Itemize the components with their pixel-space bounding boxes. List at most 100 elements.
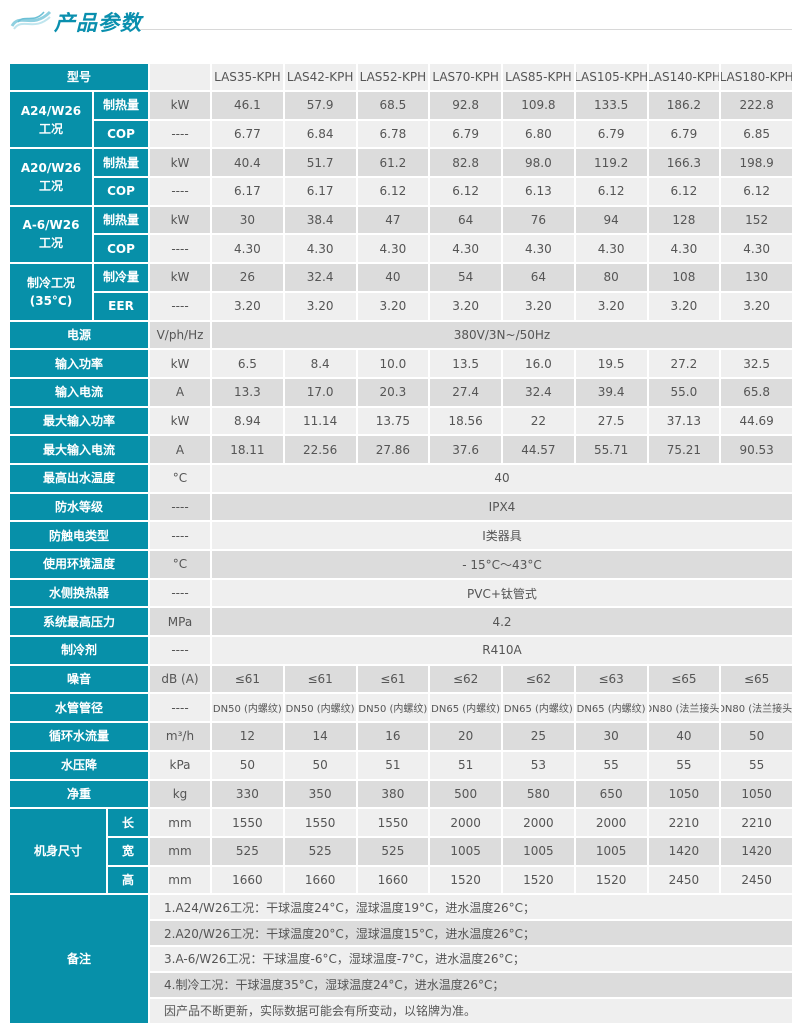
- value-cell: 6.17: [284, 178, 356, 205]
- sub-label: COP: [94, 235, 148, 263]
- value-cell: PVC+钛管式: [212, 579, 792, 607]
- value-cell: 6.12: [357, 178, 429, 205]
- unit: kW: [150, 407, 210, 435]
- value-cell: 6.12: [575, 178, 647, 205]
- value-cell: DN65 (内螺纹): [575, 694, 647, 722]
- value-cell: DN50 (内螺纹): [212, 694, 283, 722]
- value-cell: 380V/3N~/50Hz: [212, 321, 792, 349]
- dimensions-label: 机身尺寸: [10, 809, 106, 894]
- value-cell: 186.2: [648, 92, 720, 119]
- value-cell: DN65 (内螺纹): [430, 694, 501, 722]
- value-cell: 1050: [648, 780, 720, 808]
- value-cell: 6.17: [212, 178, 283, 205]
- condition-label: A24/W26 工况: [10, 92, 92, 148]
- value-cell: 3.20: [721, 292, 792, 320]
- row-label: 最大输入电流: [10, 436, 148, 463]
- value-cell: DN50 (内螺纹): [357, 694, 429, 722]
- value-cell: 1420: [648, 837, 720, 865]
- value-cell: 38.4: [284, 206, 356, 234]
- value-cell: 37.13: [648, 407, 720, 435]
- value-cell: 82.8: [430, 149, 501, 177]
- row-label: 输入功率: [10, 350, 148, 377]
- value-cell: 4.30: [284, 235, 356, 263]
- value-cell: 6.78: [357, 120, 429, 148]
- value-cell: 130: [721, 264, 792, 291]
- value-cell: 2450: [721, 866, 792, 894]
- row-label: 使用环境温度: [10, 551, 148, 578]
- unit: ----: [150, 493, 210, 521]
- value-cell: 32.5: [721, 350, 792, 377]
- value-cell: ≤62: [430, 665, 501, 693]
- value-cell: 80: [575, 264, 647, 291]
- value-cell: ≤65: [721, 665, 792, 693]
- value-cell: 119.2: [575, 149, 647, 177]
- unit: ----: [150, 178, 210, 205]
- value-cell: 57.9: [284, 92, 356, 119]
- unit: ----: [150, 579, 210, 607]
- unit: V/ph/Hz: [150, 321, 210, 349]
- sub-label: COP: [94, 178, 148, 205]
- value-cell: 380: [357, 780, 429, 808]
- value-cell: DN80 (法兰接头): [648, 694, 720, 722]
- value-cell: 22: [503, 407, 574, 435]
- sub-label: COP: [94, 120, 148, 148]
- value-cell: 198.9: [721, 149, 792, 177]
- sub-label: 高: [108, 866, 148, 894]
- value-cell: 26: [212, 264, 283, 291]
- value-cell: 8.94: [212, 407, 283, 435]
- unit-header: [150, 64, 210, 90]
- value-cell: 6.80: [503, 120, 574, 148]
- model-name: LAS35-KPH: [212, 64, 283, 90]
- value-cell: 6.5: [212, 350, 283, 377]
- value-cell: 20: [430, 723, 501, 750]
- row-label: 净重: [10, 780, 148, 808]
- value-cell: 108: [648, 264, 720, 291]
- value-cell: 1005: [575, 837, 647, 865]
- spec-table: 型号 LAS35-KPH LAS42-KPH LAS52-KPH LAS70-KPH LA…: [10, 64, 792, 1023]
- sub-label: 制热量: [94, 149, 148, 177]
- value-cell: 1660: [212, 866, 283, 894]
- value-cell: 55: [648, 751, 720, 779]
- unit: MPa: [150, 608, 210, 636]
- value-cell: 27.4: [430, 378, 501, 406]
- page-title: 产品参数: [54, 11, 142, 35]
- value-cell: 61.2: [357, 149, 429, 177]
- unit: ----: [150, 694, 210, 722]
- value-cell: 3.20: [357, 292, 429, 320]
- value-cell: 133.5: [575, 92, 647, 119]
- value-cell: 6.84: [284, 120, 356, 148]
- value-cell: 4.2: [212, 608, 792, 636]
- value-cell: 4.30: [648, 235, 720, 263]
- value-cell: 14: [284, 723, 356, 750]
- note-item: 2.A20/W26工况：干球温度20°C，湿球温度15°C，进水温度26°C；: [150, 921, 792, 946]
- row-label: 电源: [10, 321, 148, 349]
- value-cell: 68.5: [357, 92, 429, 119]
- value-cell: I类器具: [212, 522, 792, 549]
- sub-label: EER: [94, 292, 148, 320]
- value-cell: 55: [575, 751, 647, 779]
- value-cell: 22.56: [284, 436, 356, 463]
- value-cell: 166.3: [648, 149, 720, 177]
- value-cell: 1520: [430, 866, 501, 894]
- sub-label: 制热量: [94, 92, 148, 119]
- page-header: 产品参数: [0, 0, 800, 40]
- value-cell: 53: [503, 751, 574, 779]
- value-cell: 152: [721, 206, 792, 234]
- unit: A: [150, 436, 210, 463]
- value-cell: 6.79: [430, 120, 501, 148]
- value-cell: 18.11: [212, 436, 283, 463]
- value-cell: 11.14: [284, 407, 356, 435]
- model-label: 型号: [10, 64, 148, 90]
- row-label: 水侧换热器: [10, 579, 148, 607]
- value-cell: 50: [212, 751, 283, 779]
- value-cell: 32.4: [284, 264, 356, 291]
- sub-label: 长: [108, 809, 148, 836]
- row-label: 输入电流: [10, 378, 148, 406]
- value-cell: 92.8: [430, 92, 501, 119]
- unit: ----: [150, 235, 210, 263]
- unit: °C: [150, 464, 210, 492]
- value-cell: 3.20: [430, 292, 501, 320]
- value-cell: 2450: [648, 866, 720, 894]
- value-cell: 525: [212, 837, 283, 865]
- value-cell: 64: [430, 206, 501, 234]
